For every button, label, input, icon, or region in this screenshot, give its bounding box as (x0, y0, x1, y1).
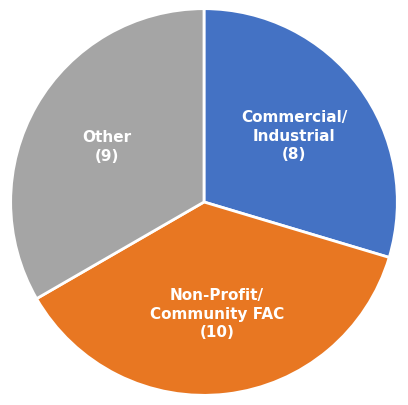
Text: Commercial/
Industrial
(8): Commercial/ Industrial (8) (241, 110, 347, 162)
Wedge shape (11, 10, 204, 299)
Wedge shape (37, 202, 389, 395)
Text: Non-Profit/
Community FAC
(10): Non-Profit/ Community FAC (10) (150, 288, 284, 340)
Wedge shape (204, 10, 397, 258)
Text: Other
(9): Other (9) (82, 130, 131, 163)
